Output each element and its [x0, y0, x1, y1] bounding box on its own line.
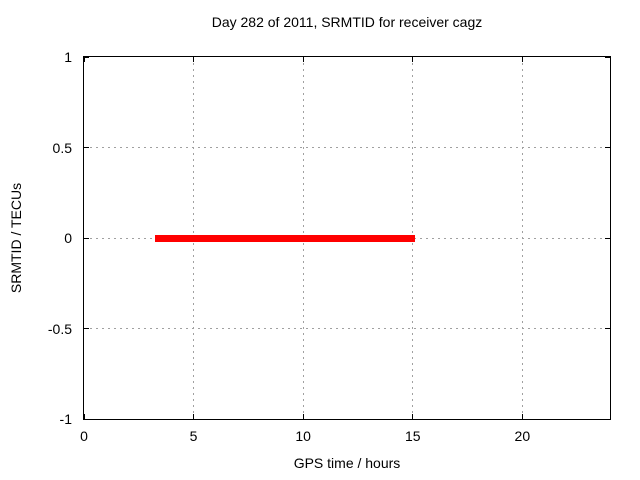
- x-tick-label: 15: [404, 428, 421, 444]
- y-tick-mark: [605, 418, 610, 420]
- x-tick-mark: [193, 414, 195, 419]
- x-tick-label: 20: [514, 428, 531, 444]
- plot-area: [83, 56, 611, 420]
- y-tick-mark: [605, 237, 610, 239]
- y-gridline: [84, 328, 610, 329]
- y-tick-mark: [605, 328, 610, 329]
- x-axis-title: GPS time / hours: [293, 455, 401, 471]
- y-tick-label: -1: [59, 411, 72, 427]
- y-gridline: [84, 147, 610, 148]
- y-tick-mark: [84, 328, 89, 329]
- y-tick-mark: [605, 56, 610, 58]
- x-tick-mark: [302, 414, 304, 419]
- y-tick-mark: [84, 147, 89, 148]
- x-tick-mark: [521, 57, 523, 62]
- y-axis-title: SRMTID / TECUs: [8, 182, 24, 294]
- x-tick-mark: [193, 57, 195, 62]
- y-tick-label: 0: [64, 230, 72, 246]
- y-tick-label: 0.5: [52, 139, 72, 156]
- x-tick-label: 5: [189, 428, 198, 444]
- y-tick-label: 1: [64, 49, 72, 65]
- x-tick-mark: [521, 414, 523, 419]
- x-tick-mark: [302, 57, 304, 62]
- x-tick-mark: [412, 414, 414, 419]
- y-tick-mark: [84, 418, 89, 420]
- x-tick-mark: [412, 57, 414, 62]
- chart-title: Day 282 of 2011, SRMTID for receiver cag…: [211, 14, 483, 30]
- y-tick-label: -0.5: [47, 320, 72, 337]
- y-tick-mark: [605, 147, 610, 148]
- x-tick-mark: [83, 57, 85, 62]
- x-tick-label: 10: [295, 428, 311, 444]
- x-tick-label: 0: [80, 428, 88, 444]
- y-tick-mark: [84, 237, 89, 239]
- x-tick-mark: [83, 414, 85, 419]
- y-tick-mark: [84, 56, 89, 58]
- series-line: [155, 234, 415, 242]
